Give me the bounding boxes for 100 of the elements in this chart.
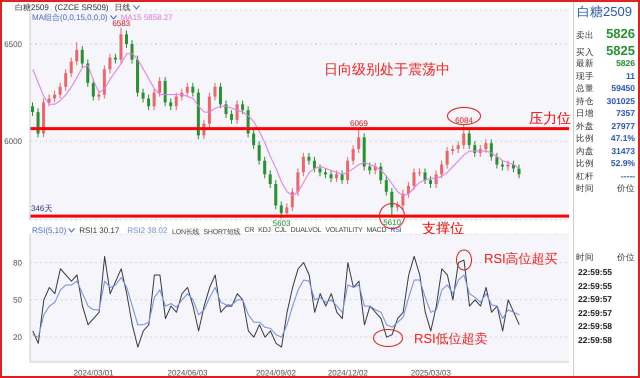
text: RSI2 38.02 xyxy=(127,226,168,235)
candlestick xyxy=(296,168,300,196)
candlestick xyxy=(406,182,410,198)
chart-subtitle: (CZCE SR509) xyxy=(54,3,109,12)
candlestick xyxy=(236,100,239,124)
candlestick xyxy=(218,82,222,109)
candlestick xyxy=(468,129,471,150)
text: 白糖2509 xyxy=(577,3,632,21)
annotation: 346天 xyxy=(31,203,52,214)
annotation: RSI高位超买 xyxy=(484,250,558,268)
text: 杠杆 xyxy=(576,170,594,182)
candlestick xyxy=(258,140,261,166)
candlestick xyxy=(517,164,520,179)
candlestick xyxy=(158,76,162,98)
candlestick xyxy=(440,160,444,179)
x-tick-label: 2024/12/02 xyxy=(328,368,368,378)
candlestick xyxy=(263,156,266,179)
annotation: 6084 xyxy=(455,116,474,125)
candlestick xyxy=(92,78,95,101)
candlestick xyxy=(147,94,150,111)
y-tick-label: 20 xyxy=(13,332,23,342)
candlestick xyxy=(368,162,372,175)
y-tick-label: 6500 xyxy=(4,40,23,49)
text: 59450 xyxy=(611,83,635,93)
candlestick xyxy=(124,30,128,48)
candlestick xyxy=(213,82,216,101)
x-tick-label: 2024/09/02 xyxy=(256,368,297,378)
candlestick xyxy=(186,82,189,98)
candlestick xyxy=(58,82,62,99)
candlestick xyxy=(31,102,34,116)
annotation: RSI低位超卖 xyxy=(414,330,488,348)
text: 买入 xyxy=(576,47,594,59)
text: 时间 xyxy=(576,252,594,264)
annotation: 5610 xyxy=(383,218,402,227)
text: 价位 xyxy=(617,183,635,195)
candlestick xyxy=(169,98,172,111)
text: 卖出 xyxy=(576,30,594,42)
candlestick xyxy=(86,59,90,88)
annotation: 5603 xyxy=(272,219,291,228)
candlestick xyxy=(473,140,476,158)
candlestick xyxy=(500,160,504,171)
text: 22:59:57 xyxy=(578,294,612,304)
candlestick xyxy=(75,42,78,66)
x-tick-label: 2024/06/03 xyxy=(168,368,208,378)
candlestick xyxy=(230,110,234,124)
text: 7357 xyxy=(616,108,635,118)
chart-title: 白糖2509 xyxy=(15,2,49,13)
text: 11 xyxy=(626,70,635,80)
candlestick xyxy=(412,168,416,190)
candlestick xyxy=(318,164,322,177)
candlestick xyxy=(280,201,283,219)
candlestick xyxy=(48,94,51,107)
annotation: 日线 xyxy=(114,2,131,13)
candlestick xyxy=(451,144,454,156)
annotation: MA组合(0,0,15,0,0,0) xyxy=(32,12,108,23)
candlestick xyxy=(164,76,167,107)
text: 5826 xyxy=(616,58,635,68)
candlestick xyxy=(80,45,84,68)
candlestick xyxy=(108,53,112,74)
candlestick xyxy=(64,68,68,92)
candlestick xyxy=(274,180,278,210)
text: ----- xyxy=(620,170,635,180)
candlestick xyxy=(290,187,294,212)
candlestick xyxy=(384,176,388,196)
text: 日增 xyxy=(576,108,594,120)
text: 比例 xyxy=(576,158,594,170)
text: 27977 xyxy=(611,120,635,130)
candlestick xyxy=(495,152,498,169)
text: 现手 xyxy=(576,70,594,82)
ref-line-label: 压力位 xyxy=(529,110,571,128)
x-tick-label: 2025/03/03 xyxy=(410,368,452,378)
candlestick xyxy=(97,90,100,101)
text: 22:59:58 xyxy=(578,321,612,331)
candlestick xyxy=(302,152,305,177)
candlestick xyxy=(346,156,350,185)
candlestick xyxy=(424,168,427,185)
y-tick-label: 50 xyxy=(13,296,23,305)
text: 22:59:58 xyxy=(578,334,612,344)
text: 时间 xyxy=(576,183,594,195)
text: 比例 xyxy=(576,133,594,145)
candlestick xyxy=(490,138,493,162)
candlestick xyxy=(142,88,145,103)
y-tick-label: 6000 xyxy=(4,137,23,146)
candlestick xyxy=(379,162,382,185)
text: 最新 xyxy=(576,58,594,70)
candlestick xyxy=(53,90,56,103)
text: 5826 xyxy=(606,26,635,41)
candlestick xyxy=(340,170,344,185)
text: 内盘 xyxy=(576,146,594,158)
candlestick xyxy=(418,168,421,177)
annotation: 6069 xyxy=(350,118,368,128)
text: 5825 xyxy=(606,43,635,58)
text: 22:59:55 xyxy=(578,267,612,277)
candlestick xyxy=(312,156,316,173)
text: RSI1 30.17 xyxy=(79,226,120,235)
y-tick-label: 80 xyxy=(13,258,23,268)
candlestick xyxy=(241,100,244,115)
candlestick xyxy=(70,57,73,78)
candlestick xyxy=(396,201,399,212)
text: 52.9% xyxy=(610,158,635,168)
